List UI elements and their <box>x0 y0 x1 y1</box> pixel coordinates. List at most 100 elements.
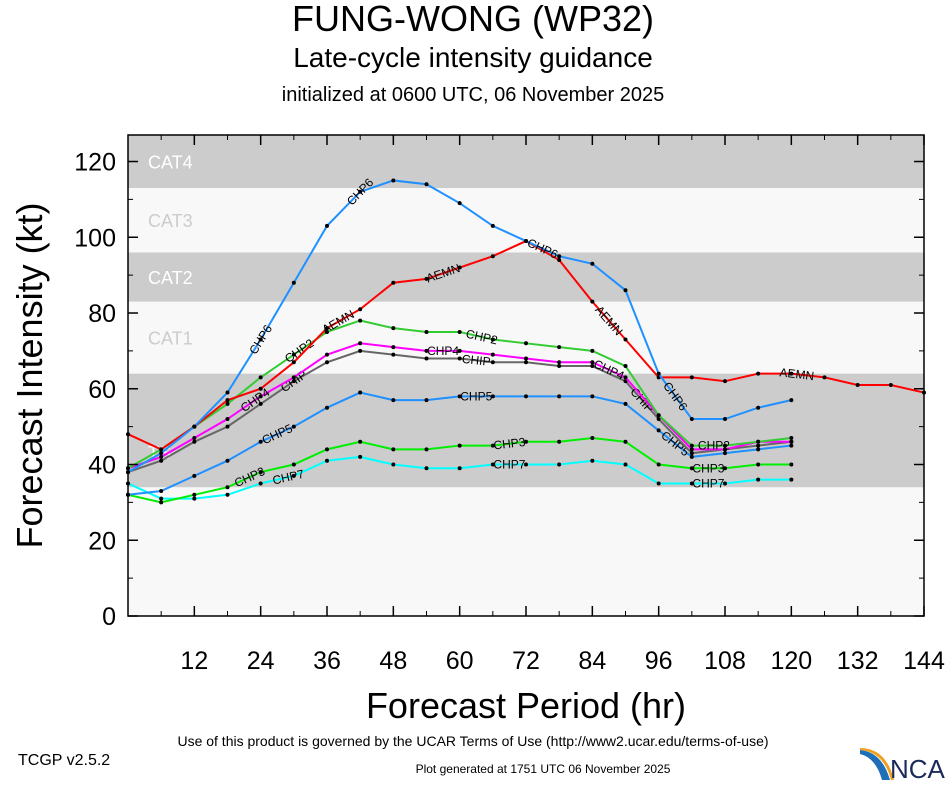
data-point <box>524 439 528 444</box>
data-point <box>325 458 329 463</box>
data-point <box>291 280 296 285</box>
data-point <box>490 360 495 365</box>
data-point <box>756 405 761 410</box>
data-point <box>490 352 495 357</box>
series-label: CHP7 <box>692 476 724 490</box>
data-point <box>623 401 628 406</box>
data-point <box>723 447 727 452</box>
data-point <box>689 466 694 471</box>
x-tick-label: 12 <box>180 647 208 675</box>
data-point <box>756 439 761 444</box>
y-tick-label: 120 <box>74 149 116 177</box>
data-point <box>159 489 164 494</box>
y-tick-label: 40 <box>88 452 116 480</box>
data-point <box>789 443 794 448</box>
data-point <box>623 439 628 444</box>
data-point <box>391 345 396 350</box>
data-point <box>656 462 661 467</box>
data-point <box>756 371 761 376</box>
data-point <box>225 492 230 497</box>
data-point <box>159 458 164 463</box>
data-point <box>656 428 661 433</box>
data-point <box>590 348 595 353</box>
y-axis-label: Forecast Intensity (kt) <box>9 202 50 548</box>
series-chp7: CHP7 CHP7 CHP7 <box>126 454 794 501</box>
data-point <box>291 379 296 384</box>
data-point <box>358 318 363 323</box>
y-tick-label: 100 <box>74 224 116 252</box>
x-tick-label: 60 <box>446 647 474 675</box>
series-label: CHP7 <box>493 458 525 472</box>
data-point <box>159 451 164 456</box>
ncar-swoosh-icon: NCAR <box>860 748 946 784</box>
series-label: CHP2 <box>698 439 730 453</box>
series-label: CHIP <box>461 352 491 369</box>
svg-text:NCAR: NCAR <box>890 754 946 780</box>
data-point <box>291 473 296 478</box>
data-point <box>490 443 495 448</box>
data-point <box>192 424 197 429</box>
data-point <box>325 223 329 228</box>
data-point <box>723 417 727 422</box>
data-point <box>192 435 197 440</box>
data-point <box>623 375 628 380</box>
data-point <box>325 329 329 334</box>
data-point <box>756 447 761 452</box>
chart-subtitle: Late-cycle intensity guidance <box>293 42 653 73</box>
data-point <box>391 398 396 403</box>
series-label: AEMN <box>779 365 815 383</box>
data-point <box>325 447 329 452</box>
data-point <box>524 341 528 346</box>
data-point <box>325 405 329 410</box>
data-point <box>291 424 296 429</box>
data-point <box>291 462 296 467</box>
data-point <box>723 481 727 486</box>
data-point <box>623 337 628 342</box>
data-point <box>291 352 296 357</box>
data-point <box>590 299 595 304</box>
band-label: CAT3 <box>148 211 193 231</box>
data-point <box>590 360 595 365</box>
band-label: CAT4 <box>148 153 193 173</box>
data-point <box>258 394 263 399</box>
x-tick-label: 108 <box>704 647 746 675</box>
data-point <box>723 443 727 448</box>
data-point <box>457 265 462 270</box>
ncar-logo: NCAR <box>860 748 946 784</box>
data-point <box>258 337 263 342</box>
data-point <box>358 439 363 444</box>
data-point <box>358 341 363 346</box>
data-point <box>291 375 296 380</box>
data-point <box>159 447 164 452</box>
data-point <box>490 223 495 228</box>
data-point <box>490 254 495 259</box>
x-tick-label: 24 <box>247 647 275 675</box>
data-point <box>358 307 363 312</box>
version-label: TCGP v2.5.2 <box>18 752 111 769</box>
x-tick-label: 36 <box>313 647 341 675</box>
data-point <box>457 443 462 448</box>
y-tick-label: 80 <box>88 300 116 328</box>
data-point <box>656 371 661 376</box>
data-point <box>557 439 562 444</box>
data-point <box>723 466 727 471</box>
y-tick-label: 60 <box>88 376 116 404</box>
data-point <box>424 182 429 187</box>
data-point <box>490 337 495 342</box>
data-point <box>557 254 562 259</box>
data-point <box>258 401 263 406</box>
data-point <box>822 375 827 380</box>
series-label: CHP3 <box>692 461 724 475</box>
data-point <box>756 477 761 482</box>
plot-generated-text: Plot generated at 1751 UTC 06 November 2… <box>415 762 671 776</box>
data-point <box>590 364 595 369</box>
data-point <box>689 481 694 486</box>
data-point <box>789 462 794 467</box>
data-point <box>557 345 562 350</box>
data-point <box>258 439 263 444</box>
data-point <box>159 500 164 505</box>
data-point <box>391 462 396 467</box>
data-point <box>457 356 462 361</box>
data-point <box>656 417 661 422</box>
data-point <box>424 356 429 361</box>
